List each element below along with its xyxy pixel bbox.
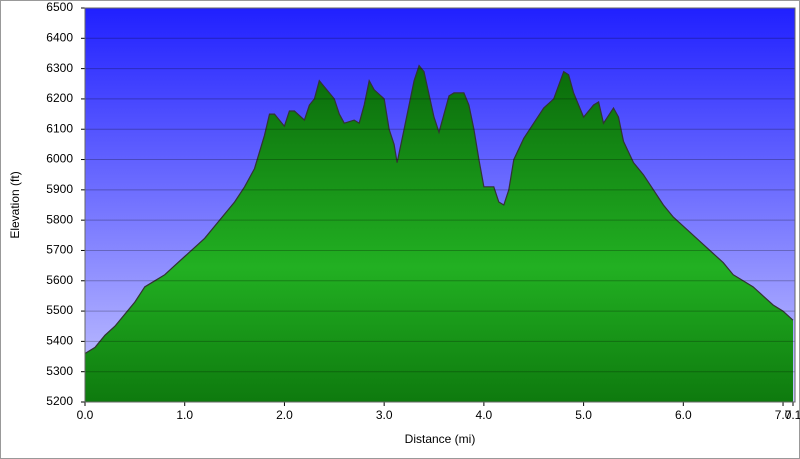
plot-border xyxy=(84,7,796,403)
y-tick-label: 5500 xyxy=(46,303,73,317)
x-tick-label: 1.0 xyxy=(176,408,193,422)
x-tick-label: 2.0 xyxy=(276,408,293,422)
y-tick-label: 6300 xyxy=(46,61,73,75)
x-tick-label: 7.0 xyxy=(775,408,792,422)
x-tick-label: 4.0 xyxy=(476,408,493,422)
x-tick-label: 0.0 xyxy=(77,408,94,422)
y-tick-label: 5400 xyxy=(46,334,73,348)
y-tick-label: 5300 xyxy=(46,364,73,378)
elevation-area xyxy=(85,65,794,402)
y-tick-label: 5800 xyxy=(46,212,73,226)
y-tick-label: 6400 xyxy=(46,30,73,44)
x-axis-label: Distance (mi) xyxy=(405,432,476,446)
x-tick-label: 7.1 xyxy=(785,408,800,422)
y-axis-label: Elevation (ft) xyxy=(8,171,22,238)
y-tick-label: 6500 xyxy=(46,0,73,14)
elevation-line xyxy=(84,64,794,355)
y-tick-label: 5700 xyxy=(46,243,73,257)
y-tick-label: 6200 xyxy=(46,91,73,105)
y-tick-label: 5200 xyxy=(46,394,73,408)
y-tick-label: 5900 xyxy=(46,182,73,196)
x-tick-label: 3.0 xyxy=(376,408,393,422)
y-tick-label: 6000 xyxy=(46,152,73,166)
y-tick-label: 5600 xyxy=(46,273,73,287)
y-tick-label: 6100 xyxy=(46,121,73,135)
plot-area xyxy=(84,7,795,403)
x-tick-label: 6.0 xyxy=(675,408,692,422)
x-tick-label: 5.0 xyxy=(575,408,592,422)
